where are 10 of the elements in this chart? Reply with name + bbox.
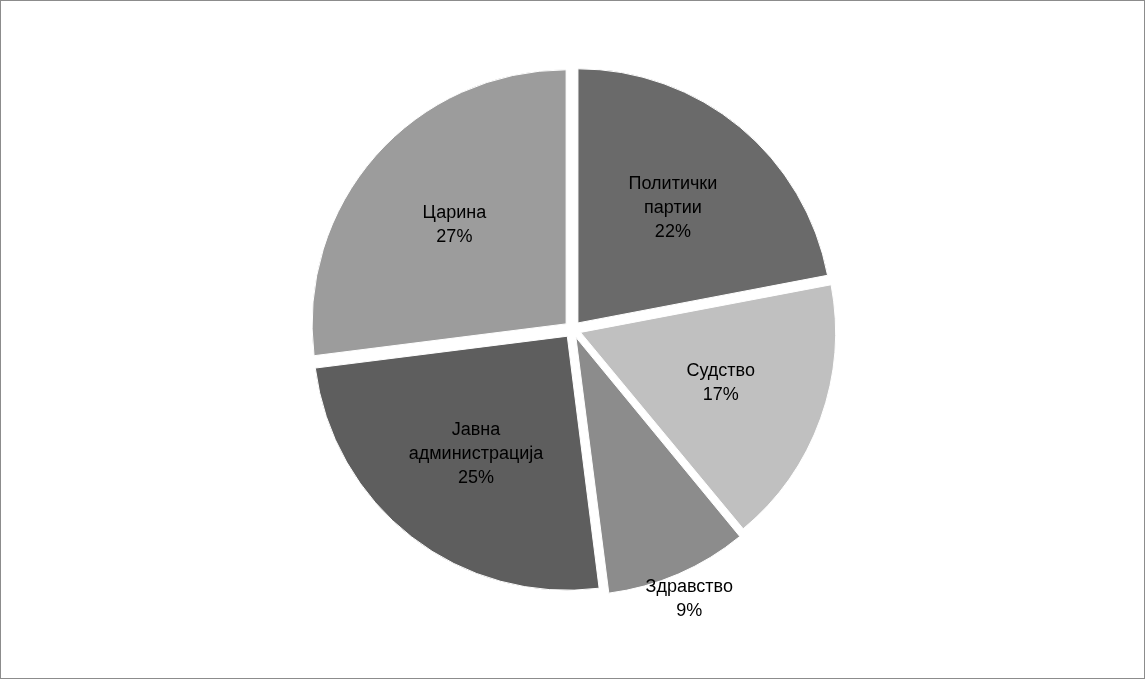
- slice-label: Јавна администрација: [408, 418, 545, 463]
- slice-label: Политички партии: [628, 173, 718, 218]
- data-label: 17%: [702, 383, 739, 404]
- data-label: 27%: [436, 226, 473, 247]
- data-label: 9%: [676, 600, 703, 621]
- slice-label: Царина: [422, 202, 488, 223]
- data-label: 25%: [457, 466, 494, 487]
- data-label: 22%: [654, 221, 691, 242]
- slice-label: Судство: [686, 359, 755, 380]
- slice-label: Здравство: [645, 576, 733, 597]
